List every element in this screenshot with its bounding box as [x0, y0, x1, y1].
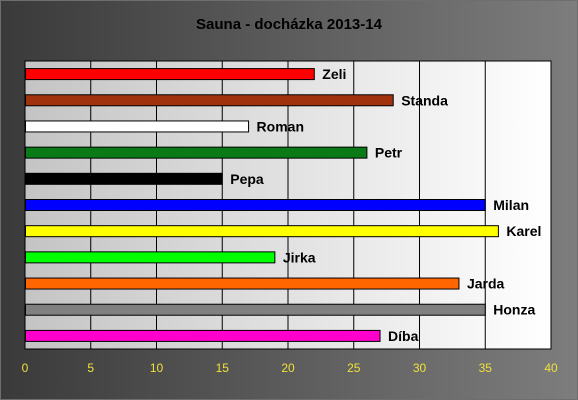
x-tick-label-0: 0 [22, 361, 29, 375]
bar-petr [25, 146, 368, 159]
x-tick-label-5: 5 [87, 361, 94, 375]
x-tick-label-20: 20 [281, 361, 295, 375]
bars-group [25, 68, 499, 342]
bar-honza [25, 303, 486, 316]
x-tick-label-25: 25 [347, 361, 361, 375]
x-tick-label-35: 35 [479, 361, 493, 375]
bar-standa [25, 94, 394, 107]
bar-label-zeli: Zeli [322, 66, 346, 82]
x-tick-label-40: 40 [544, 361, 558, 375]
bar-label-petr: Petr [375, 145, 403, 161]
bar-milan [25, 199, 486, 211]
bar-label-diba: Díba [388, 328, 419, 344]
bar-roman [25, 120, 250, 133]
bar-label-jarda: Jarda [467, 276, 505, 292]
x-axis-ticks: 0 5 10 15 20 25 30 35 40 [22, 361, 558, 375]
bar-labels-group: Zeli Standa Roman Petr Pepa Milan Karel Jirka Ja… [230, 66, 541, 344]
bar-label-jirka: Jirka [283, 249, 316, 265]
bar-label-karel: Karel [506, 223, 541, 239]
x-tick-label-30: 30 [413, 361, 427, 375]
bar-karel [25, 225, 499, 238]
bar-diba [25, 329, 381, 342]
bar-pepa [25, 172, 223, 185]
bar-label-milan: Milan [493, 197, 529, 213]
x-tick-label-15: 15 [216, 361, 230, 375]
bar-jirka [25, 251, 276, 264]
bar-zeli [25, 68, 315, 81]
bar-label-roman: Roman [257, 118, 304, 134]
bar-label-honza: Honza [493, 302, 535, 318]
x-tick-label-10: 10 [150, 361, 164, 375]
chart-title: Sauna - docházka 2013-14 [196, 16, 382, 33]
bar-jarda [25, 277, 460, 290]
bar-label-pepa: Pepa [230, 171, 264, 187]
bar-label-standa: Standa [401, 92, 448, 108]
